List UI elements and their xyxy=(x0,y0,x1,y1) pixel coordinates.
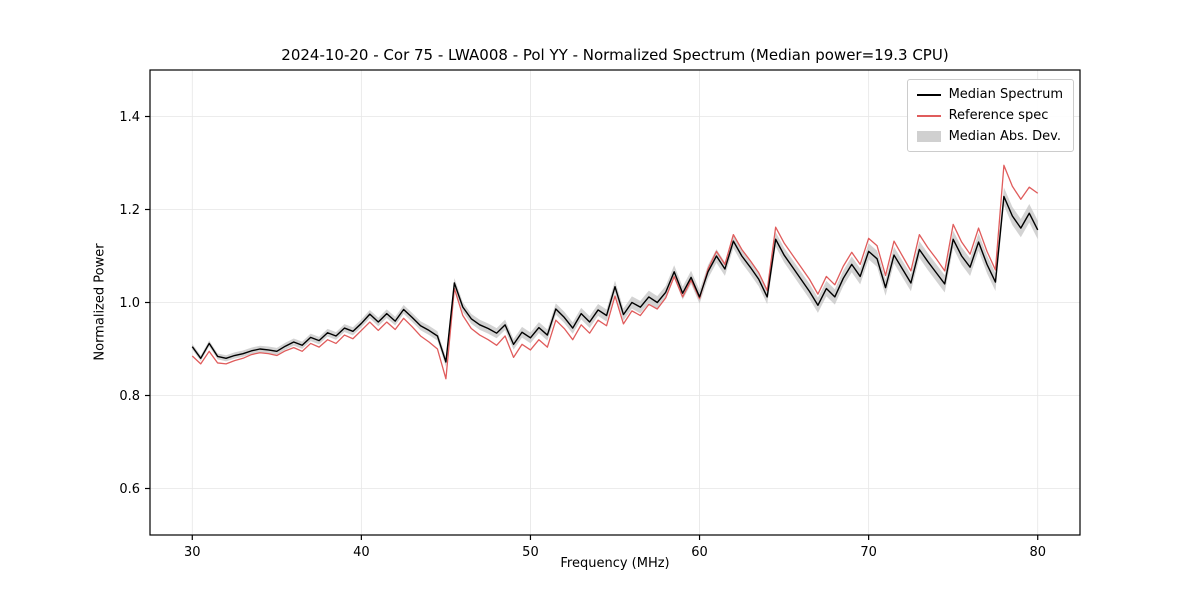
y-tick-label: 1.2 xyxy=(119,203,140,218)
y-tick-label: 1.4 xyxy=(119,110,140,125)
legend-item-median: Median Spectrum xyxy=(916,87,1063,102)
x-tick-label: 70 xyxy=(860,545,877,560)
legend-label-reference: Reference spec xyxy=(948,108,1049,123)
x-tick-label: 60 xyxy=(691,545,708,560)
mad-band-swatch-icon xyxy=(916,131,941,142)
median-line xyxy=(191,195,1039,363)
reference-line xyxy=(191,164,1039,380)
median-line-swatch-icon xyxy=(916,93,941,96)
chart-title: 2024-10-20 - Cor 75 - LWA008 - Pol YY - … xyxy=(281,46,949,64)
x-tick-label: 30 xyxy=(184,545,201,560)
legend-label-median: Median Spectrum xyxy=(948,87,1063,102)
legend: Median Spectrum Reference spec Median Ab… xyxy=(906,79,1074,152)
y-tick-label: 0.8 xyxy=(119,389,140,404)
x-axis-label: Frequency (MHz) xyxy=(560,556,670,571)
reference-line-swatch-icon xyxy=(916,114,941,117)
x-tick-label: 40 xyxy=(353,545,370,560)
y-axis-label: Normalized Power xyxy=(92,243,108,361)
legend-item-mad: Median Abs. Dev. xyxy=(916,129,1063,144)
y-tick-label: 0.6 xyxy=(119,482,140,497)
legend-label-mad: Median Abs. Dev. xyxy=(948,129,1062,144)
legend-item-reference: Reference spec xyxy=(916,108,1063,123)
x-tick-label: 50 xyxy=(522,545,539,560)
x-tick-label: 80 xyxy=(1029,545,1046,560)
y-tick-label: 1.0 xyxy=(119,296,140,311)
mad-band xyxy=(192,187,1038,367)
tick-labels: 30 40 50 60 70 80 0.6 0.8 1.0 1.2 1.4 xyxy=(119,110,1046,560)
